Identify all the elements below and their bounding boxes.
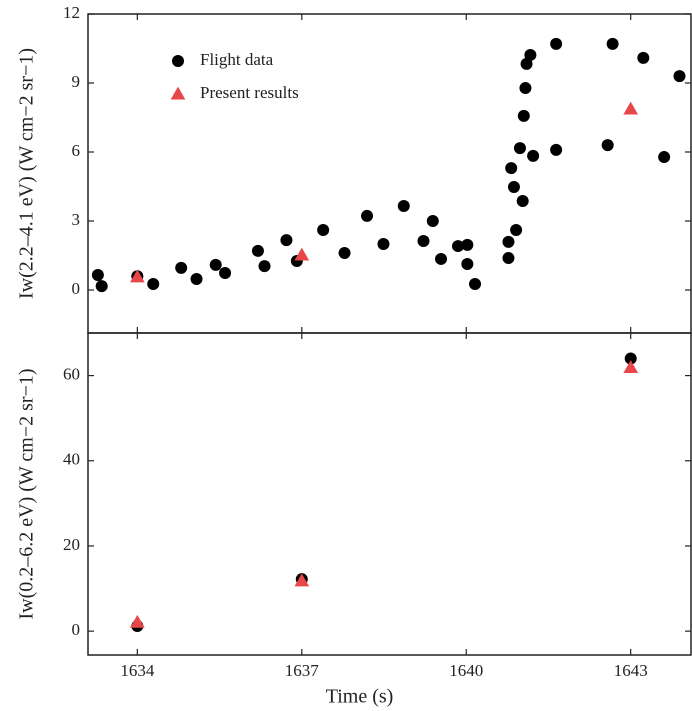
x-tick-label: 1634 xyxy=(120,661,155,680)
circle-marker xyxy=(637,51,650,64)
circle-marker xyxy=(527,149,540,162)
circle-marker xyxy=(95,280,108,293)
y-tick-label: 60 xyxy=(63,364,80,383)
circle-marker xyxy=(147,278,160,291)
circle-marker xyxy=(505,162,518,175)
circle-marker xyxy=(517,109,530,122)
circle-marker xyxy=(280,234,293,247)
circle-marker xyxy=(502,252,515,265)
plot-frame xyxy=(87,332,692,656)
circle-marker xyxy=(91,269,104,282)
circle-marker xyxy=(516,194,529,207)
x-tick-label: 1640 xyxy=(449,661,483,680)
y-tick-label: 0 xyxy=(72,279,81,298)
circle-marker xyxy=(624,352,637,365)
circle-marker xyxy=(507,180,520,193)
circle-marker xyxy=(417,235,430,248)
y-tick-label: 3 xyxy=(72,210,81,229)
y-tick-label: 12 xyxy=(63,3,80,22)
y-tick-label: 0 xyxy=(72,620,81,639)
circle-marker xyxy=(673,70,686,83)
circle-marker xyxy=(397,200,410,213)
legend-label: Present results xyxy=(200,83,299,102)
triangle-marker xyxy=(129,269,145,283)
circle-marker xyxy=(317,223,330,236)
triangle-marker xyxy=(623,101,639,115)
circle-marker xyxy=(426,214,439,227)
circle-marker xyxy=(219,266,232,279)
circle-marker xyxy=(606,37,619,50)
x-tick-label: 1643 xyxy=(614,661,648,680)
circle-marker xyxy=(209,258,222,271)
circle-marker xyxy=(550,37,563,50)
circle-marker xyxy=(510,223,523,236)
triangle-marker xyxy=(294,247,310,261)
circle-marker xyxy=(519,82,532,95)
circle-marker xyxy=(258,260,271,273)
y-axis-label: Iw(2.2–4.1 eV) (W cm−2 sr−1) xyxy=(16,48,38,299)
legend-label: Flight data xyxy=(200,50,274,69)
triangle-marker xyxy=(129,614,145,628)
triangle-marker xyxy=(294,573,310,587)
circle-marker xyxy=(461,258,474,271)
circle-marker xyxy=(361,209,374,222)
triangle-marker xyxy=(623,360,639,374)
y-axis-label: Iw(0.2–6.2 eV) (W cm−2 sr−1) xyxy=(16,368,38,619)
circle-marker xyxy=(452,240,465,253)
circle-marker xyxy=(658,151,671,164)
circle-marker xyxy=(502,235,515,248)
circle-marker xyxy=(190,272,203,285)
x-tick-label: 1637 xyxy=(285,661,320,680)
legend-marker xyxy=(172,55,184,67)
y-tick-label: 6 xyxy=(72,141,81,160)
circle-marker xyxy=(251,244,264,257)
y-tick-label: 9 xyxy=(72,72,81,91)
circle-marker xyxy=(435,252,448,265)
circle-marker xyxy=(469,278,482,291)
legend-marker xyxy=(170,86,186,100)
circle-marker xyxy=(377,237,390,250)
y-tick-label: 40 xyxy=(63,450,80,469)
circle-marker xyxy=(520,57,533,70)
circle-marker xyxy=(550,143,563,156)
circle-marker xyxy=(601,139,614,152)
circle-marker xyxy=(513,142,526,155)
circle-marker xyxy=(175,261,188,274)
y-tick-label: 20 xyxy=(63,535,80,554)
circle-marker xyxy=(524,48,537,61)
x-axis-label: Time (s) xyxy=(326,686,394,708)
circle-marker xyxy=(338,246,351,259)
circle-marker xyxy=(461,238,474,251)
